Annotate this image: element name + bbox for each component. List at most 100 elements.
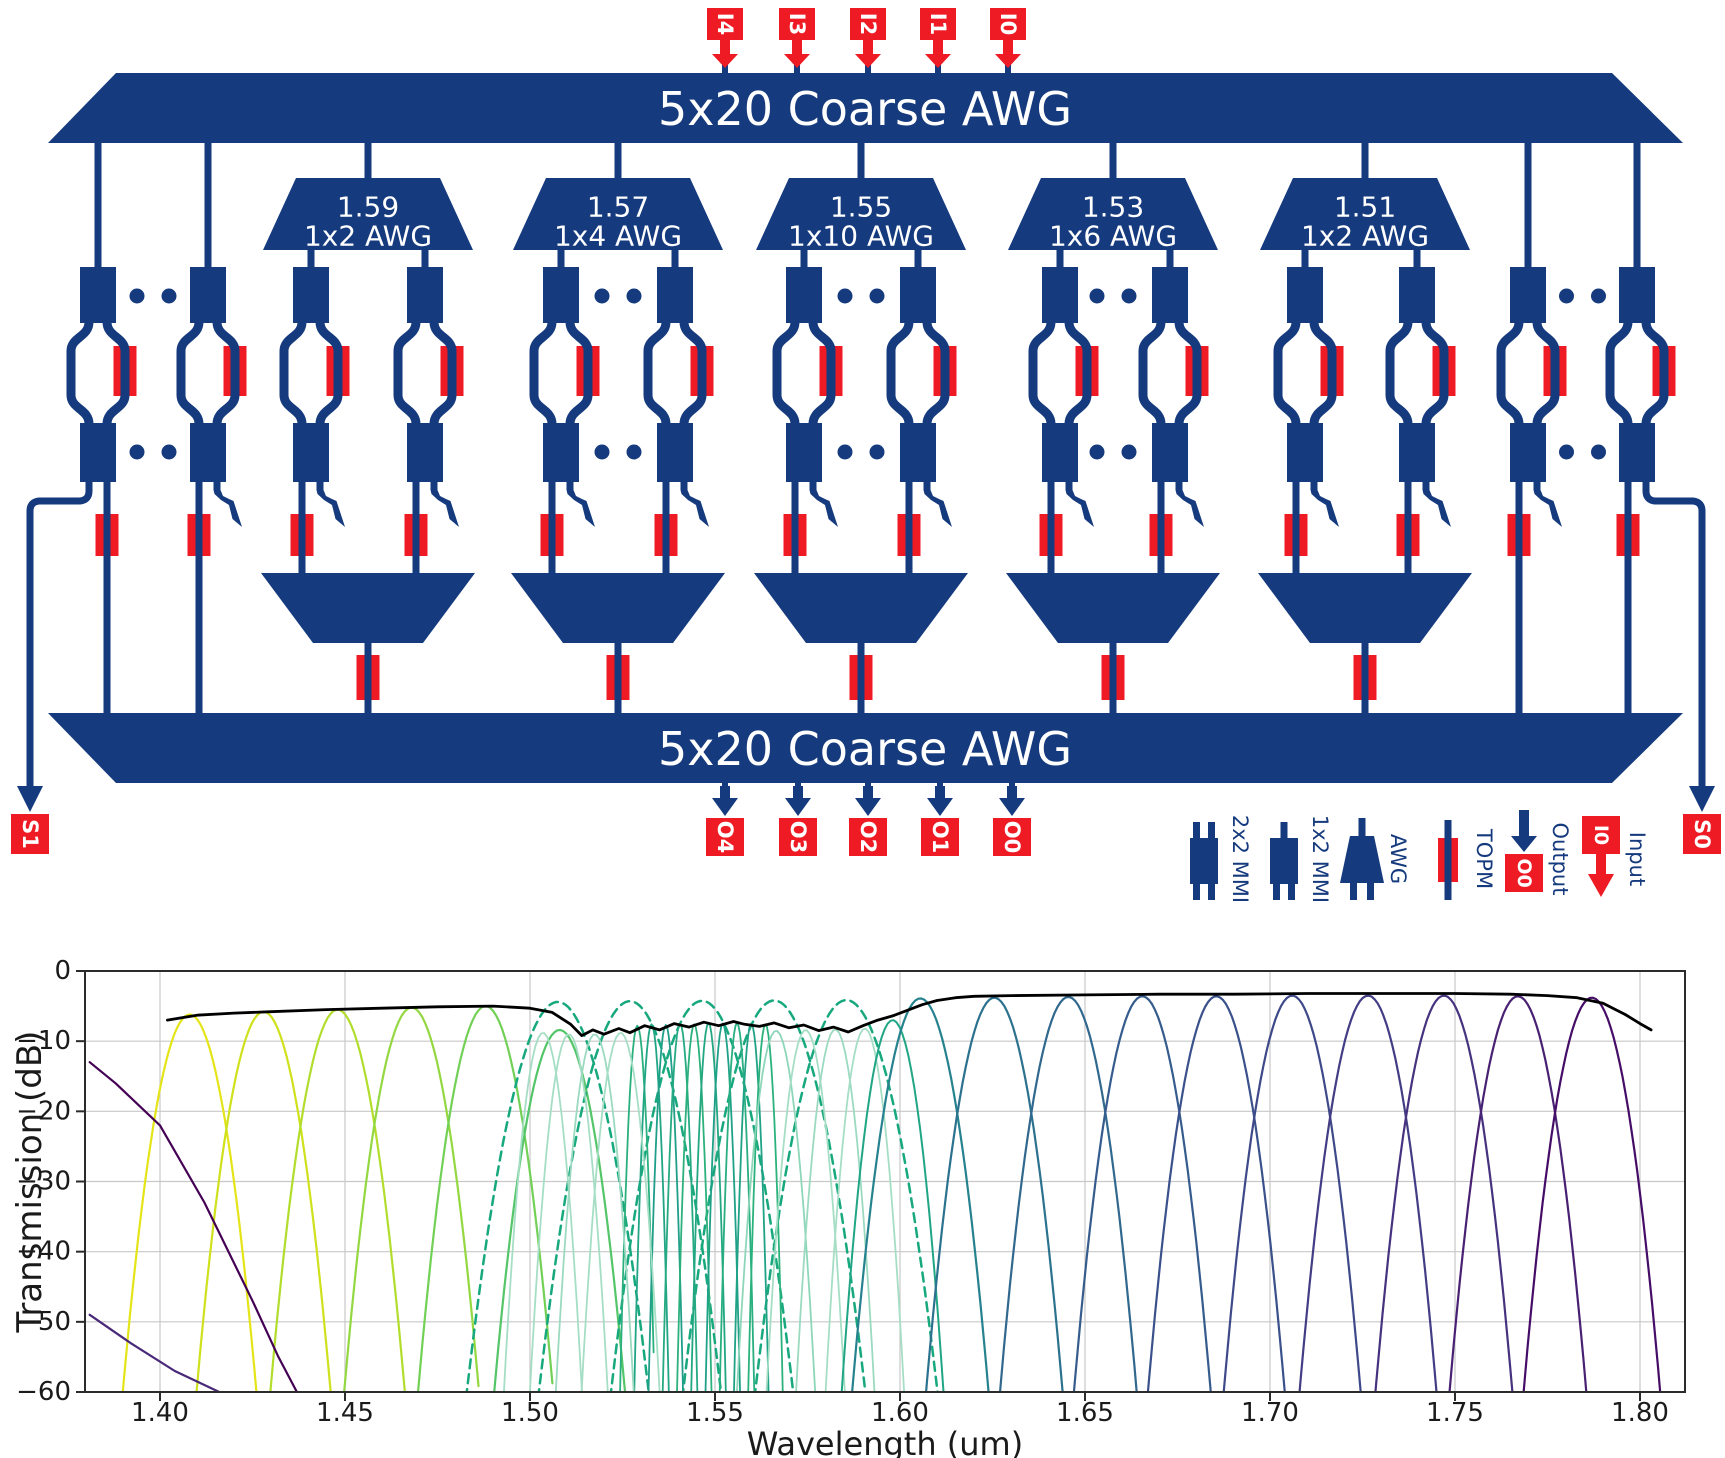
- channel-passband-curve: [1374, 994, 1514, 1392]
- mmi-2x2-bottom: [543, 423, 579, 482]
- output-box: [779, 818, 817, 856]
- channel-passband-curve: [998, 995, 1138, 1392]
- loop-arm-left: [1385, 321, 1413, 425]
- loop-arm-left: [886, 321, 914, 425]
- channel-passband-curve: [1448, 995, 1588, 1392]
- mmi-2x2-top: [900, 267, 936, 323]
- channel-passband-curve: [1222, 994, 1362, 1392]
- band-awg-wavelength-label: 1.51: [1334, 191, 1396, 224]
- channel-passband-curve: [529, 1033, 609, 1392]
- mmi12-icon: [1273, 883, 1280, 900]
- ellipsis-dot: [1559, 288, 1574, 304]
- ellipsis-dot: [1121, 288, 1137, 304]
- output-box: [706, 818, 744, 856]
- band-awg-size-label: 1x6 AWG: [1049, 220, 1177, 253]
- ellipsis-dot: [1121, 444, 1137, 460]
- repeat-ellipsis-dots: [129, 288, 1606, 460]
- band-awg-size-label: 1x2 AWG: [1301, 220, 1429, 253]
- x-tick-label: 1.70: [1241, 1398, 1299, 1428]
- output-ports: O4 O3 O2 O1 O0: [706, 779, 1031, 856]
- loop-arm-right: [808, 321, 836, 425]
- ellipsis-dot: [161, 444, 177, 460]
- input-arrow-shaft: [1003, 40, 1013, 54]
- mzi-column: [529, 250, 600, 576]
- output-port-O4: O4: [706, 779, 744, 856]
- s0-label: S0: [1690, 819, 1714, 849]
- coarse-awg-top-label: 5x20 Coarse AWG: [658, 82, 1072, 136]
- input-box: [920, 8, 956, 40]
- s1-label: S1: [18, 819, 42, 849]
- mzi-column: [1028, 250, 1099, 576]
- mmi-2x2-bottom: [786, 423, 822, 482]
- legend-item-mmi12: 1x2 MMI: [1270, 815, 1332, 903]
- mmi-2x2-bottom: [1042, 423, 1078, 482]
- loop-arm-right: [1421, 321, 1449, 425]
- input-legend-arrow: [1596, 854, 1606, 874]
- input-arrow-shaft: [792, 40, 802, 54]
- band-awg-size-label: 1x4 AWG: [554, 220, 682, 253]
- monitor-outputs: S1 S0: [11, 482, 1721, 854]
- input-arrow-head: [995, 54, 1021, 68]
- output-arrow-shaft: [863, 786, 873, 800]
- loop-arm-left: [279, 321, 307, 425]
- output-legend-arrow: [1519, 810, 1529, 836]
- ellipsis-dot: [1089, 288, 1105, 304]
- band-awg-combiner: [1006, 573, 1220, 643]
- y-tick-label: 0: [54, 956, 71, 986]
- mzi-column: [772, 250, 843, 576]
- band-awg-wavelength-label: 1.57: [587, 191, 649, 224]
- mzi-column: [176, 143, 247, 716]
- input-label: I3: [785, 13, 809, 35]
- band-awg-combiner: [261, 573, 475, 643]
- legend-item-input: I0 Input: [1582, 816, 1649, 897]
- input-port-I0: I0: [990, 8, 1026, 75]
- loop-arm-right: [922, 321, 950, 425]
- input-label: I2: [856, 13, 880, 35]
- terminated-port-hook: [923, 482, 952, 527]
- coarse-awg-top: [48, 73, 1683, 143]
- channel-passband-curve: [795, 1028, 876, 1392]
- mzi-column: [1385, 250, 1456, 576]
- output-label: O4: [713, 821, 737, 853]
- band-awg-size-label: 1x10 AWG: [788, 220, 934, 253]
- mmi-2x2-bottom: [1152, 423, 1188, 482]
- input-box: [707, 8, 743, 40]
- channel-passband-curve: [121, 1013, 258, 1392]
- mzi-column: [66, 143, 137, 716]
- total-envelope-curve: [165, 992, 1653, 1037]
- mmi-2x2-bottom: [900, 423, 936, 482]
- input-arrow-head: [855, 54, 881, 68]
- legend-item-label: 2x2 MMI: [1228, 815, 1252, 903]
- loop-arm-left: [529, 321, 557, 425]
- x-tick-label: 1.65: [1056, 1398, 1114, 1428]
- transmission-chart: 1.40 1.45 1.50 1.55 1.60 1.65 1.70 1.75 1.80 0 −10…: [10, 956, 1686, 1458]
- mmi-2x2-top: [786, 267, 822, 323]
- mmi-2x2-top: [190, 267, 226, 323]
- loop-arm-right: [1309, 321, 1337, 425]
- band-awg-splitter: [1260, 178, 1470, 250]
- mmi-2x2-top: [543, 267, 579, 323]
- mmi-2x2-top: [1510, 267, 1546, 323]
- mmi-2x2-bottom: [1399, 423, 1435, 482]
- channel-passband-curve: [736, 1030, 817, 1392]
- band-awg-splitter: [756, 178, 966, 250]
- input-label: I1: [926, 13, 950, 35]
- output-port-O1: O1: [921, 779, 959, 856]
- mmi-2x2-bottom: [1510, 423, 1546, 482]
- x-tick-label: 1.45: [316, 1398, 374, 1428]
- output-arrow-shaft: [793, 786, 803, 800]
- mmi-2x2-bottom: [190, 423, 226, 482]
- output-box: [849, 818, 887, 856]
- ellipsis-dot: [1089, 444, 1105, 460]
- ellipsis-dot: [129, 444, 145, 460]
- channel-passband-curve: [493, 1028, 627, 1392]
- channel-passband-curve: [619, 1024, 655, 1392]
- channel-passband-curve: [851, 997, 990, 1392]
- input-legend-arrow-head: [1588, 874, 1614, 897]
- coarse-awg-bottom: [48, 713, 1683, 783]
- loop-arm-right: [1532, 321, 1560, 425]
- band-awg-size-label: 1x2 AWG: [304, 220, 432, 253]
- x-axis-title: Wavelength (um): [747, 1425, 1023, 1458]
